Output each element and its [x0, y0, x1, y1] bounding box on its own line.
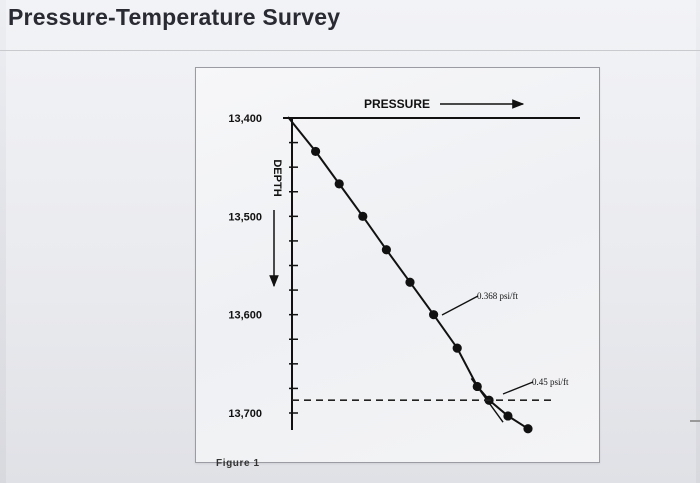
data-point — [503, 411, 513, 421]
data-point — [334, 179, 344, 189]
gradient-annotation: 0.368 psi/ft — [477, 291, 519, 301]
figure-caption: Figure 1 — [216, 458, 260, 469]
page-title: Pressure-Temperature Survey — [8, 4, 341, 30]
header-divider — [0, 50, 700, 51]
edge-mark — [690, 420, 700, 422]
depth-axis-label: DEPTH — [271, 159, 283, 196]
depth-tick-label: 13,600 — [228, 310, 262, 322]
depth-tick-label: 13,500 — [228, 211, 262, 223]
data-point — [405, 277, 415, 287]
pressure-gradient-line — [287, 116, 529, 430]
data-point — [452, 343, 462, 353]
annotation-leader — [502, 381, 534, 395]
data-point — [311, 146, 321, 157]
pressure-axis-label: PRESSURE — [364, 97, 430, 111]
gradient-annotation: 0.45 psi/ft — [532, 377, 569, 387]
data-point — [429, 310, 439, 320]
depth-tick-label: 13,400 — [228, 113, 262, 125]
data-point — [523, 424, 533, 434]
depth-tick-label: 13,700 — [228, 408, 262, 420]
data-point — [381, 245, 391, 255]
annotation-leader — [441, 295, 479, 316]
data-point — [358, 211, 368, 221]
